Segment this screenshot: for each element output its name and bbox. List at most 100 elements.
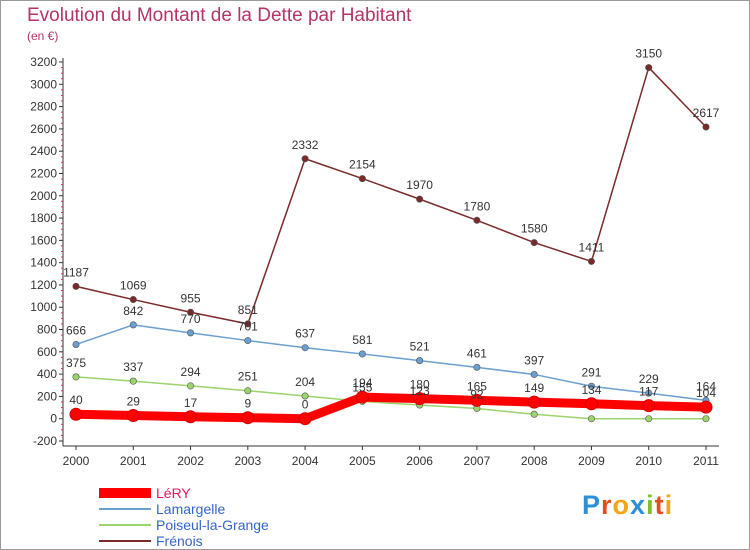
data-label-lamargelle: 164 [696, 379, 716, 393]
logo-letter: o [612, 490, 631, 520]
data-point-lery [584, 397, 598, 411]
data-label-frenois: 1580 [521, 222, 548, 236]
data-point-poiseul-la-grange [301, 392, 309, 400]
data-label-lamargelle: 291 [581, 365, 601, 379]
y-tick-label: 3200 [30, 55, 57, 69]
y-tick-label: 600 [37, 345, 57, 359]
chart-data-labels: 40 29 17 9 0 194 180 165 149 134 117 104 666 842 770 70… [63, 47, 720, 412]
series-line-lery [71, 392, 711, 424]
x-tick-label: 2003 [234, 454, 261, 468]
data-point-lamargelle [416, 357, 424, 365]
data-point-lery [413, 392, 427, 406]
legend-label-poiseul-la-grange: Poiseul-la-Grange [156, 517, 269, 533]
legend-item-poiseul-la-grange: Poiseul-la-Grange [99, 517, 269, 533]
data-label-poiseul-la-grange: 294 [181, 365, 201, 379]
data-label-frenois: 1780 [464, 199, 491, 213]
series-line-frenois [75, 66, 707, 325]
data-label-lamargelle: 637 [295, 327, 315, 341]
data-label-frenois: 2154 [349, 158, 376, 172]
legend-label-frenois: Frénois [156, 533, 203, 549]
data-label-lamargelle: 581 [352, 333, 372, 347]
data-point-lamargelle [244, 337, 252, 345]
data-point-frenois [244, 320, 252, 328]
y-tick-label: 2200 [30, 166, 57, 180]
data-point-lery [527, 395, 541, 409]
data-label-lery: 134 [581, 383, 601, 397]
data-point-poiseul-la-grange [244, 387, 252, 395]
data-point-frenois [416, 195, 424, 203]
data-point-lamargelle [587, 382, 595, 390]
x-tick-label: 2009 [578, 454, 605, 468]
data-label-frenois: 2332 [292, 138, 319, 152]
data-label-lamargelle: 666 [66, 323, 86, 337]
data-label-lamargelle: 521 [410, 340, 430, 354]
data-point-lery [126, 408, 140, 422]
data-label-lamargelle: 229 [639, 372, 659, 386]
x-tick-label: 2005 [349, 454, 376, 468]
data-point-lery [355, 390, 369, 404]
data-point-lamargelle [301, 344, 309, 352]
y-tick-label: 1000 [30, 300, 57, 314]
data-point-lamargelle [530, 370, 538, 378]
data-point-frenois [187, 308, 195, 316]
legend-item-lamargelle: Lamargelle [99, 501, 269, 517]
data-point-lery [69, 407, 83, 421]
data-point-lamargelle [473, 363, 481, 371]
y-tick-label: 1400 [30, 256, 57, 270]
data-label-lery: 194 [352, 376, 372, 390]
x-tick-label: 2008 [521, 454, 548, 468]
data-label-poiseul-la-grange: 337 [123, 360, 143, 374]
data-label-lery: 40 [69, 393, 83, 407]
logo-letter: P [582, 490, 602, 520]
x-tick-label: 2001 [120, 454, 147, 468]
data-label-poiseul-la-grange: 375 [66, 356, 86, 370]
data-point-frenois [702, 123, 710, 131]
legend-swatch-lamargelle [99, 508, 151, 510]
proxiti-logo: Proxiti [582, 490, 673, 521]
data-label-frenois: 1069 [120, 279, 147, 293]
y-tick-label: 800 [37, 323, 57, 337]
data-label-poiseul-la-grange: 204 [295, 375, 315, 389]
data-point-lamargelle [358, 350, 366, 358]
data-point-lamargelle [129, 321, 137, 329]
data-point-poiseul-la-grange [530, 410, 538, 418]
data-point-lery [699, 400, 713, 414]
data-label-frenois: 2617 [693, 106, 720, 120]
x-tick-label: 2011 [693, 454, 719, 468]
data-label-lery: 0 [302, 398, 309, 412]
data-label-frenois: 3150 [635, 47, 662, 61]
data-label-lery: 9 [244, 397, 251, 411]
logo-letter: i [664, 490, 674, 520]
y-tick-label: 0 [50, 412, 57, 426]
data-point-poiseul-la-grange [702, 415, 710, 423]
data-label-poiseul-la-grange: 123 [410, 384, 430, 398]
data-point-poiseul-la-grange [645, 415, 653, 423]
data-label-lamargelle: 397 [524, 353, 544, 367]
data-label-poiseul-la-grange: 155 [352, 380, 372, 394]
y-tick-label: 400 [37, 367, 57, 381]
y-tick-label: 200 [37, 389, 57, 403]
legend-swatch-frenois [99, 540, 151, 542]
data-point-lamargelle [72, 340, 80, 348]
x-tick-label: 2004 [292, 454, 319, 468]
data-label-frenois: 1187 [63, 265, 89, 279]
data-point-poiseul-la-grange [587, 415, 595, 423]
data-label-frenois: 1970 [406, 178, 433, 192]
data-point-frenois [587, 257, 595, 265]
y-tick-label: 2400 [30, 144, 57, 158]
chart-legend: LéRY Lamargelle Poiseul-la-Grange Frénoi… [99, 485, 269, 549]
legend-swatch-poiseul-la-grange [99, 524, 151, 526]
y-tick-label: 3000 [30, 77, 57, 91]
legend-swatch-lery [99, 488, 151, 498]
data-label-frenois: 955 [181, 291, 201, 305]
data-label-lamargelle: 842 [123, 304, 143, 318]
x-tick-label: 2006 [406, 454, 433, 468]
data-label-lery: 165 [467, 379, 487, 393]
legend-item-frenois: Frénois [99, 533, 269, 549]
data-point-frenois [530, 239, 538, 247]
x-tick-label: 2010 [635, 454, 662, 468]
x-tick-label: 2002 [177, 454, 204, 468]
data-point-frenois [358, 175, 366, 183]
